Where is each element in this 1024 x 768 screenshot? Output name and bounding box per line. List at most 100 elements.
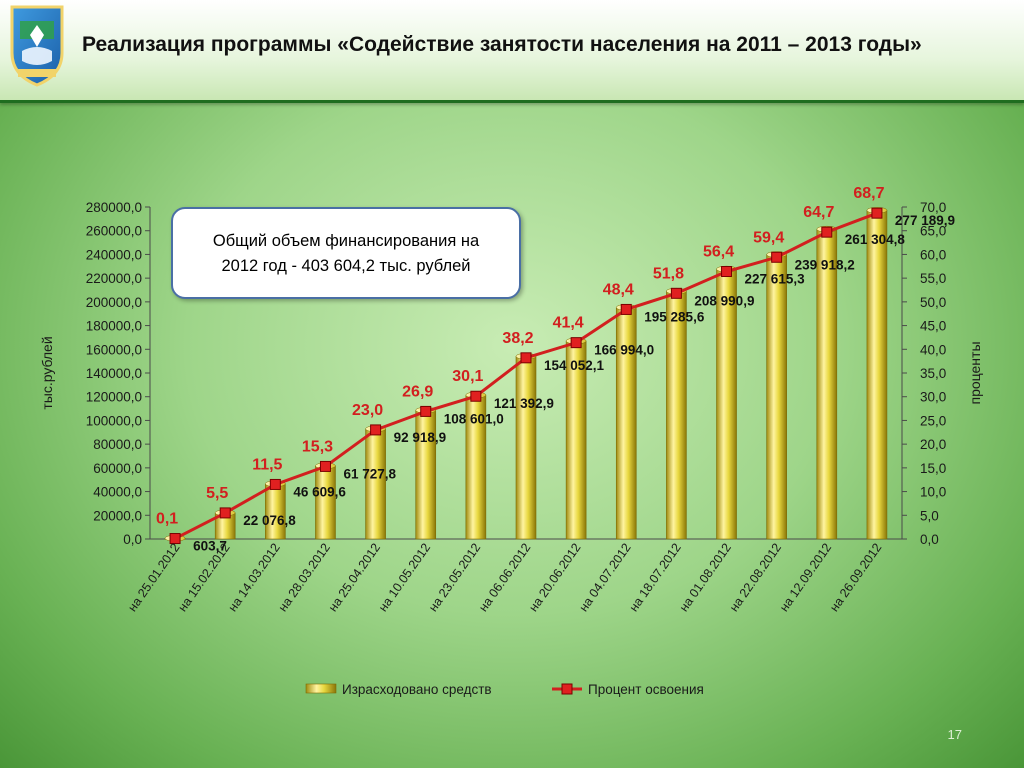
bar-value-label: 92 918,9 [394, 430, 447, 445]
percent-marker [420, 405, 432, 417]
bar-value-label: 166 994,0 [594, 343, 654, 358]
y-tick-label: 240000,0 [86, 247, 142, 262]
bar-value-label: 261 304,8 [845, 232, 906, 247]
percent-marker [169, 533, 181, 545]
bar [816, 228, 838, 540]
percent-value-label: 51,8 [653, 265, 684, 282]
y-tick-label: 200000,0 [86, 295, 142, 310]
legend-line-label: Процент освоения [588, 682, 704, 697]
y-right-tick-label: 10,0 [920, 485, 946, 500]
bar [716, 268, 737, 540]
y-right-tick-label: 0,0 [920, 532, 939, 547]
y-tick-label: 120000,0 [86, 390, 142, 405]
financing-note-text: Общий объем финансирования на 2012 год -… [173, 229, 519, 279]
y-tick-label: 0,0 [123, 532, 142, 547]
y-right-tick-label: 20,0 [920, 437, 946, 452]
bar-value-label: 239 918,2 [795, 257, 855, 272]
financing-note: Общий объем финансирования на 2012 год -… [171, 207, 521, 299]
y-tick-label: 80000,0 [93, 437, 142, 452]
y-right-tick-label: 35,0 [920, 366, 946, 381]
y-right-tick-label: 65,0 [920, 224, 946, 239]
y-right-tick-label: 25,0 [920, 413, 946, 428]
x-tick-label: на 01.08.2012 [677, 541, 734, 615]
percent-marker [370, 424, 382, 436]
x-tick-label: на 25.04.2012 [326, 541, 383, 615]
bar-value-label: 154 052,1 [544, 358, 605, 373]
bar [515, 356, 537, 540]
y-tick-label: 100000,0 [86, 413, 142, 428]
percent-marker [520, 352, 532, 364]
y-right-axis-label: проценты [967, 341, 983, 404]
financing-note-line-1: Общий объем финансирования на [212, 232, 480, 250]
y-right-tick-label: 50,0 [920, 295, 946, 310]
y-right-tick-label: 55,0 [920, 271, 946, 286]
legend-bar-swatch [305, 683, 337, 694]
bar [666, 290, 687, 540]
bar [766, 254, 787, 540]
bar [866, 210, 888, 540]
y-tick-label: 160000,0 [86, 342, 142, 357]
bar-value-label: 22 076,8 [243, 513, 296, 528]
x-tick-label: на 28.03.2012 [276, 541, 333, 615]
y-right-tick-label: 40,0 [920, 342, 946, 357]
percent-value-label: 48,4 [603, 281, 634, 298]
percent-marker [670, 287, 682, 299]
page-title: Реализация программы «Содействие занятос… [82, 33, 922, 56]
y-tick-label: 20000,0 [93, 508, 142, 523]
percent-marker [721, 266, 733, 278]
bar-value-label: 108 601,0 [444, 411, 504, 426]
financing-note-line-2: 2012 год - 403 604,2 тыс. рублей [221, 257, 471, 275]
bar-value-label: 46 609,6 [293, 484, 346, 499]
percent-marker [219, 507, 231, 519]
x-tick-label: на 14.03.2012 [225, 541, 282, 615]
x-tick-label: на 04.07.2012 [576, 541, 633, 615]
x-tick-label: на 12.09.2012 [777, 541, 834, 615]
y-tick-label: 60000,0 [93, 461, 142, 476]
x-tick-label: на 22.08.2012 [727, 541, 784, 615]
y-right-tick-label: 5,0 [920, 508, 939, 523]
bar-value-label: 121 392,9 [494, 396, 554, 411]
percent-value-label: 59,4 [753, 229, 784, 246]
percent-value-label: 56,4 [703, 244, 734, 261]
coat-of-arms-icon [10, 5, 64, 87]
percent-marker [570, 337, 582, 349]
percent-marker [771, 251, 783, 263]
y-right-tick-label: 45,0 [920, 319, 946, 334]
percent-value-label: 64,7 [803, 204, 834, 221]
x-tick-label: на 20.06.2012 [526, 541, 583, 615]
y-axis-label: тыс.рублей [39, 336, 55, 409]
percent-value-label: 11,5 [252, 456, 282, 473]
bar-value-label: 227 615,3 [745, 272, 806, 287]
y-tick-label: 220000,0 [86, 271, 142, 286]
bar-value-label: 208 990,9 [694, 293, 754, 308]
bar [365, 428, 386, 540]
y-right-tick-label: 60,0 [920, 247, 946, 262]
percent-value-label: 0,1 [156, 511, 178, 528]
percent-value-label: 68,7 [853, 185, 884, 202]
y-tick-label: 260000,0 [86, 224, 142, 239]
percent-value-label: 23,0 [352, 402, 383, 419]
y-tick-label: 40000,0 [93, 485, 142, 500]
y-right-tick-label: 70,0 [920, 200, 946, 215]
legend-line-marker [561, 683, 573, 695]
x-tick-label: на 23.05.2012 [426, 541, 483, 615]
percent-marker [470, 390, 482, 402]
y-tick-label: 140000,0 [86, 366, 142, 381]
percent-value-label: 30,1 [452, 368, 483, 385]
x-tick-label: на 25.01.2012 [125, 541, 182, 615]
percent-value-label: 5,5 [206, 485, 228, 502]
percent-marker [871, 207, 883, 219]
x-tick-label: на 18.07.2012 [627, 541, 684, 615]
x-tick-label: на 06.06.2012 [476, 541, 533, 615]
bar-value-label: 277 189,9 [895, 213, 955, 228]
x-tick-label: на 10.05.2012 [376, 541, 433, 615]
bar [265, 483, 286, 540]
percent-marker [319, 460, 331, 472]
percent-value-label: 38,2 [502, 330, 533, 347]
percent-value-label: 15,3 [302, 438, 333, 455]
percent-marker [821, 226, 833, 238]
percent-value-label: 26,9 [402, 383, 433, 400]
y-tick-label: 180000,0 [86, 319, 142, 334]
